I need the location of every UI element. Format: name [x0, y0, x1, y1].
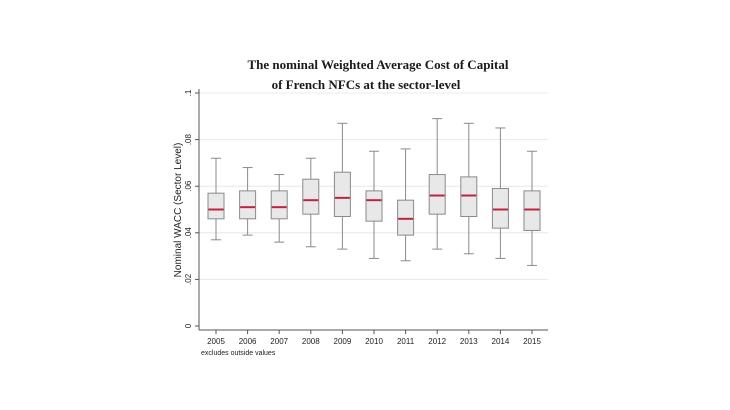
iqr-box [523, 190, 541, 231]
y-tick-label: .02 [184, 273, 193, 285]
box-2014 [491, 127, 509, 259]
x-tick-label: 2012 [428, 337, 446, 346]
y-tick-label: .04 [184, 227, 193, 239]
box-2007 [270, 174, 288, 243]
iqr-box [397, 199, 415, 236]
box-2005 [207, 157, 225, 241]
y-axis-ticks: 0 .02 .04 .06 .08 .1 [184, 89, 199, 328]
y-tick-label: .08 [184, 133, 193, 145]
box-2010 [365, 150, 383, 259]
iqr-box [428, 174, 446, 215]
iqr-box [491, 188, 509, 229]
x-tick-label: 2007 [270, 337, 288, 346]
box-2013 [460, 122, 478, 255]
box-2011 [397, 148, 415, 262]
x-tick-label: 2006 [239, 337, 257, 346]
x-axis-ticks: 2005 2006 2007 2008 2009 2010 2011 2012 2013 2014… [207, 330, 541, 346]
x-tick-label: 2015 [523, 337, 541, 346]
x-tick-label: 2008 [302, 337, 320, 346]
y-tick-label: 0 [184, 323, 193, 328]
iqr-box [333, 171, 351, 217]
iqr-box [302, 178, 320, 215]
y-tick-label: .1 [184, 89, 193, 96]
chart-title-line-2: of French NFCs at the sector-level [272, 77, 461, 92]
chart-title-line-1: The nominal Weighted Average Cost of Cap… [248, 57, 509, 72]
box-2006 [239, 167, 257, 236]
box-2012 [428, 118, 446, 250]
box-2009 [333, 122, 351, 250]
y-axis-label: Nominal WACC (Sector Level) [173, 143, 184, 278]
box-2015 [523, 150, 541, 266]
x-tick-label: 2010 [365, 337, 383, 346]
x-tick-label: 2013 [460, 337, 478, 346]
x-tick-label: 2005 [207, 337, 225, 346]
y-tick-label: .06 [184, 180, 193, 192]
x-tick-label: 2011 [397, 337, 415, 346]
chart-note: excludes outside values [201, 350, 276, 357]
iqr-box [365, 190, 383, 222]
iqr-box [239, 190, 257, 220]
box-2008 [302, 157, 320, 248]
iqr-box [270, 190, 288, 220]
box-series [207, 118, 541, 266]
x-tick-label: 2009 [334, 337, 352, 346]
iqr-box [460, 176, 478, 217]
iqr-box [207, 192, 225, 220]
x-tick-label: 2014 [492, 337, 510, 346]
